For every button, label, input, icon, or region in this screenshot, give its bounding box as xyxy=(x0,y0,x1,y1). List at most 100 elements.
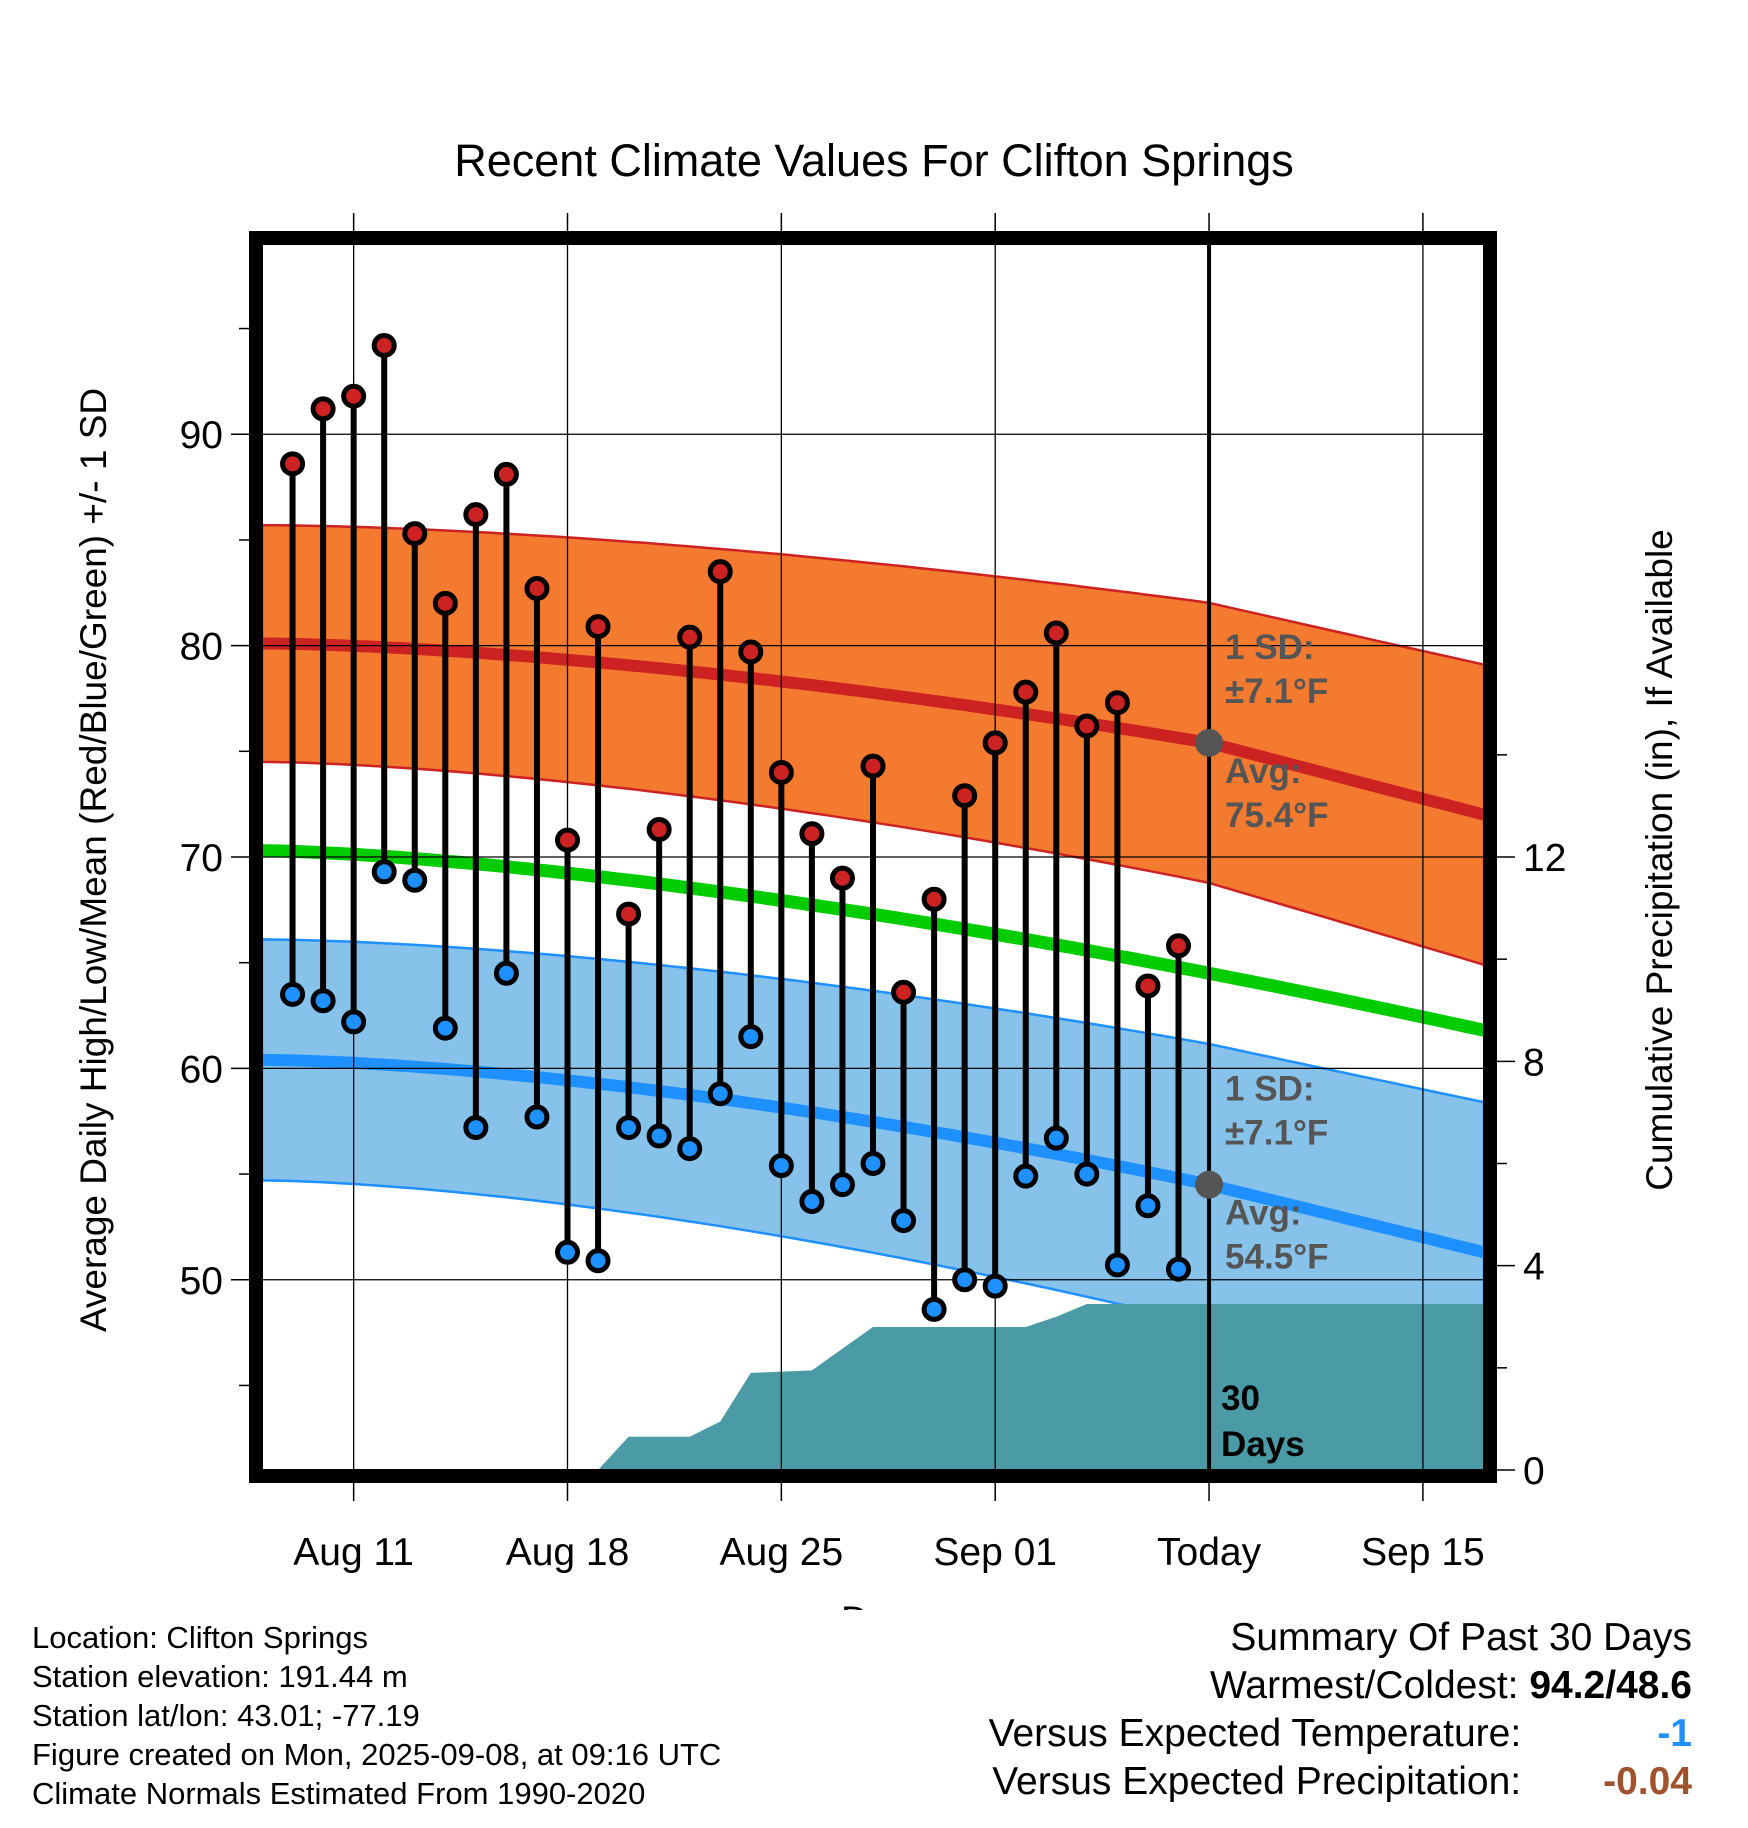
x-tick-label: Sep 01 xyxy=(933,1531,1057,1574)
warmest-coldest-row: Warmest/Coldest: 94.2/48.6 xyxy=(989,1662,1692,1710)
y-tick-label: 50 xyxy=(180,1260,223,1303)
daily-high-point xyxy=(677,624,703,650)
high-avg-label: Avg: xyxy=(1225,752,1301,791)
y2-tick-label: 0 xyxy=(1523,1450,1545,1493)
daily-low-point xyxy=(341,1009,367,1035)
low-normal-today-dot xyxy=(1195,1170,1224,1199)
daily-high-point xyxy=(829,865,855,891)
today-marker: 30 Days xyxy=(1207,244,1305,1470)
axes-layer: 50 60 70 80 90 0 4 8 12 Aug 11 Aug 18 Aug 25 Sep 01 T… xyxy=(180,213,1566,1574)
latlon-text: Station lat/lon: 43.01; -77.19 xyxy=(32,1698,420,1733)
daily-low-point xyxy=(1104,1252,1130,1278)
daily-low-point xyxy=(310,988,336,1014)
y-tick-label: 60 xyxy=(180,1048,223,1091)
temp-departure-row: Versus Expected Temperature: -1 xyxy=(989,1710,1692,1758)
daily-low-point xyxy=(585,1248,611,1274)
daily-low-point xyxy=(555,1239,580,1265)
daily-high-point xyxy=(952,783,978,809)
daily-high-point xyxy=(799,821,825,847)
daily-high-point xyxy=(738,639,764,665)
daily-low-point xyxy=(280,981,306,1007)
x-axis-label: Day xyxy=(841,1599,907,1610)
daily-low-point xyxy=(1013,1163,1039,1189)
low-sd-label: 1 SD: xyxy=(1225,1070,1314,1109)
location-info: Location: Clifton Springs Station elevat… xyxy=(32,1618,721,1813)
daily-high-point xyxy=(463,502,489,528)
warmest-coldest-label: Warmest/Coldest: xyxy=(1210,1664,1519,1707)
daily-low-point xyxy=(799,1189,825,1215)
precipitation-layer xyxy=(598,1304,1484,1470)
y-tick-label: 70 xyxy=(180,837,223,880)
high-normal-today-dot xyxy=(1195,728,1224,757)
daily-low-point xyxy=(860,1151,886,1176)
daily-low-point xyxy=(371,859,397,885)
high-normal-line xyxy=(262,637,1484,821)
daily-high-point xyxy=(768,759,794,785)
daily-high-point xyxy=(585,614,611,640)
daily-low-point xyxy=(1166,1256,1191,1282)
daily-high-point xyxy=(432,590,458,616)
daily-high-point xyxy=(860,753,886,779)
daily-low-point xyxy=(707,1081,733,1107)
climate-chart: Recent Climate Values For Clifton Spring… xyxy=(73,135,1680,1610)
daily-high-point xyxy=(1074,713,1100,739)
x-tick-label: Sep 15 xyxy=(1361,1531,1485,1574)
precip-departure-row: Versus Expected Precipitation: -0.04 xyxy=(989,1758,1692,1806)
daily-low-point xyxy=(463,1115,489,1141)
daily-high-point xyxy=(1166,933,1191,959)
y2-tick-label: 8 xyxy=(1523,1041,1545,1084)
daily-low-point xyxy=(432,1015,458,1041)
daily-low-point xyxy=(1074,1161,1100,1187)
daily-low-point xyxy=(768,1153,794,1179)
y-axis-label: Average Daily High/Low/Mean (Red/Blue/Gr… xyxy=(73,388,114,1332)
daily-high-point xyxy=(707,559,733,585)
daily-high-point xyxy=(280,451,306,477)
x-tick-label: Aug 18 xyxy=(506,1531,630,1574)
daily-high-point xyxy=(524,576,550,602)
daily-low-point xyxy=(1043,1125,1069,1151)
daily-high-point xyxy=(921,886,947,912)
plot-frame xyxy=(249,231,1497,1483)
normals-period-text: Climate Normals Estimated From 1990-2020 xyxy=(32,1776,646,1811)
daily-high-point xyxy=(616,901,642,927)
daily-low-point xyxy=(493,960,519,986)
precip-departure-label: Versus Expected Precipitation: xyxy=(992,1760,1522,1803)
warmest-coldest-value: 94.2/48.6 xyxy=(1529,1664,1692,1707)
daily-high-point xyxy=(1104,690,1130,716)
precipitation-area xyxy=(598,1304,1484,1470)
daily-high-point xyxy=(891,979,917,1005)
today-days-number: 30 xyxy=(1221,1379,1260,1418)
daily-high-point xyxy=(982,730,1008,756)
daily-low-point xyxy=(982,1273,1008,1299)
precip-departure-value: -0.04 xyxy=(1603,1760,1692,1803)
daily-low-point xyxy=(524,1104,550,1130)
daily-low-point xyxy=(891,1208,917,1234)
elevation-text: Station elevation: 191.44 m xyxy=(32,1659,408,1694)
high-avg-value: 75.4°F xyxy=(1225,796,1329,835)
daily-high-point xyxy=(493,461,519,487)
normal-annotations: 1 SD: ±7.1°F Avg: 75.4°F 1 SD: ±7.1°F Avg: 54.5… xyxy=(1195,628,1329,1277)
summary-title: Summary Of Past 30 Days xyxy=(1230,1616,1692,1659)
y2-axis-label: Cumulative Precipitation (in), If Availa… xyxy=(1639,529,1680,1191)
daily-high-point xyxy=(310,396,336,422)
high-sd-value: ±7.1°F xyxy=(1225,672,1328,711)
daily-low-point xyxy=(829,1172,855,1198)
x-tick-label: Aug 11 xyxy=(293,1531,414,1574)
temp-departure-value: -1 xyxy=(1657,1712,1692,1755)
low-sd-value: ±7.1°F xyxy=(1225,1114,1328,1153)
location-text: Location: Clifton Springs xyxy=(32,1620,369,1655)
y-tick-label: 90 xyxy=(180,414,223,457)
temp-departure-label: Versus Expected Temperature: xyxy=(988,1712,1522,1755)
observations-layer xyxy=(280,332,1191,1322)
created-text: Figure created on Mon, 2025-09-08, at 09… xyxy=(32,1737,722,1772)
x-tick-label: Aug 25 xyxy=(720,1531,844,1574)
daily-low-point xyxy=(738,1024,764,1050)
low-avg-value: 54.5°F xyxy=(1225,1238,1329,1277)
daily-low-point xyxy=(677,1136,703,1162)
x-tick-label: Today xyxy=(1157,1531,1262,1574)
daily-high-point xyxy=(646,817,672,843)
y2-tick-label: 12 xyxy=(1523,837,1566,880)
today-days-text: Days xyxy=(1221,1425,1305,1464)
daily-low-point xyxy=(1135,1193,1161,1219)
daily-high-point xyxy=(555,827,580,853)
